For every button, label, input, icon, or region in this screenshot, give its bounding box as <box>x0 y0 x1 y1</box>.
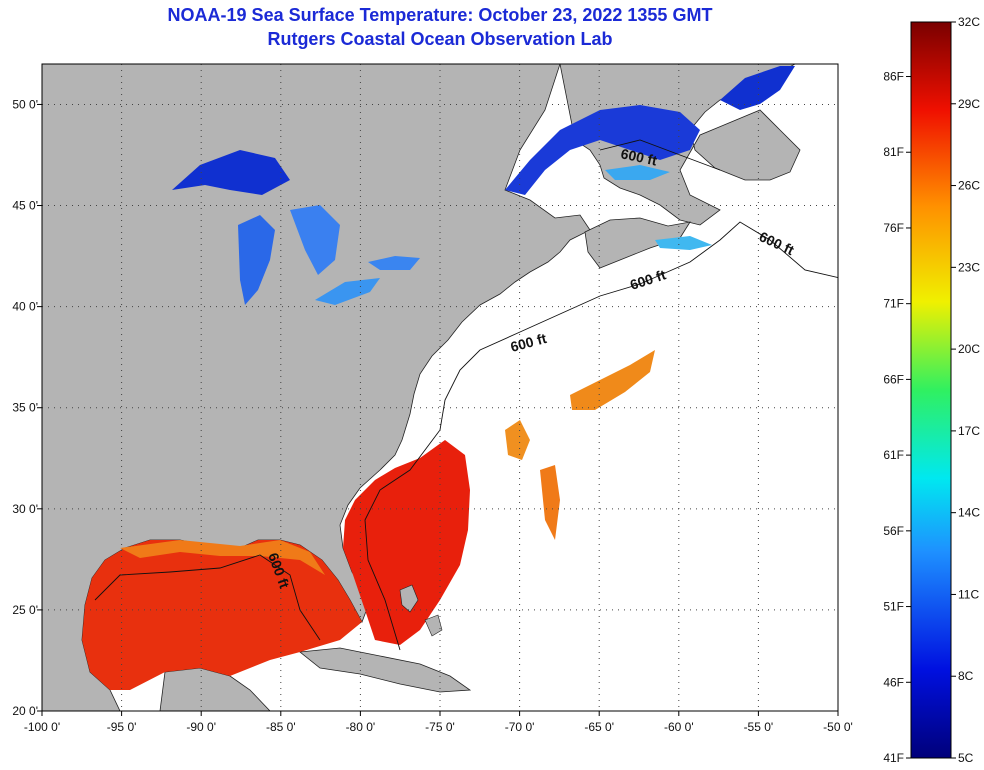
latitude-tick-label: 35 0' <box>12 401 38 415</box>
longitude-tick-label: -75 0' <box>425 720 455 734</box>
longitude-tick-label: -55 0' <box>744 720 774 734</box>
atlantic-orange-patch-3 <box>540 465 560 540</box>
grid-lines <box>42 64 838 711</box>
longitude-tick-label: -90 0' <box>186 720 216 734</box>
gulf-st-lawrence-cool-patch <box>605 165 670 180</box>
labrador-sst <box>720 66 795 110</box>
celsius-label: 20C <box>958 342 980 356</box>
latitude-tick-label: 20 0' <box>12 704 38 718</box>
fahrenheit-label: 81F <box>883 145 904 159</box>
longitude-tick-label: -50 0' <box>823 720 853 734</box>
longitude-tick-label: -95 0' <box>107 720 137 734</box>
fahrenheit-label: 76F <box>883 221 904 235</box>
gulf-stream-sst <box>343 440 470 645</box>
gulf-of-mexico-sst <box>82 540 362 690</box>
lake-erie-sst <box>315 278 380 305</box>
st-lawrence-sst <box>505 105 700 195</box>
longitude-axis: -100 0' -95 0' -90 0' -85 0' -80 0' -75 0' -70… <box>24 711 853 734</box>
contour-label: 600 ft <box>619 145 658 168</box>
celsius-label: 8C <box>958 669 974 683</box>
latitude-axis: 20 0' 25 0' 30 0' 35 0' 40 0' 45 0' 50 0' <box>12 97 42 718</box>
celsius-label: 32C <box>958 15 980 29</box>
contour-600ft-north <box>599 139 721 171</box>
contour-600ft-gulf <box>94 554 321 641</box>
latitude-tick-label: 30 0' <box>12 502 38 516</box>
fahrenheit-label: 61F <box>883 448 904 462</box>
celsius-label: 14C <box>958 506 980 520</box>
fahrenheit-label: 56F <box>883 524 904 538</box>
bahamas-land <box>399 584 443 637</box>
celsius-label: 17C <box>958 424 980 438</box>
lake-michigan-sst <box>238 215 275 305</box>
latitude-tick-label: 25 0' <box>12 603 38 617</box>
longitude-tick-label: -60 0' <box>664 720 694 734</box>
celsius-label: 5C <box>958 751 974 765</box>
latitude-tick-label: 40 0' <box>12 300 38 314</box>
longitude-tick-label: -100 0' <box>24 720 60 734</box>
lake-superior-sst <box>172 150 290 195</box>
fahrenheit-label: 46F <box>883 675 904 689</box>
color-scale-ticks: 32C 29C 26C 23C 20C 17C 14C 11C 8C 5C 86F 81F 76F 71F… <box>883 15 980 765</box>
longitude-tick-label: -65 0' <box>584 720 614 734</box>
celsius-label: 11C <box>958 587 979 601</box>
longitude-tick-label: -85 0' <box>266 720 296 734</box>
scotian-shelf-cool-patch <box>655 236 712 250</box>
map-subtitle: Rutgers Coastal Ocean Observation Lab <box>267 29 613 49</box>
fahrenheit-label: 51F <box>883 600 904 614</box>
contour-600ft <box>364 221 838 651</box>
lake-ontario-sst <box>368 256 420 270</box>
gulf-shelf-orange <box>120 540 325 575</box>
celsius-label: 23C <box>958 260 980 274</box>
celsius-label: 26C <box>958 179 980 193</box>
latitude-tick-label: 45 0' <box>12 199 38 213</box>
map-plot-area <box>42 64 838 711</box>
map-title: NOAA-19 Sea Surface Temperature: October… <box>167 5 713 25</box>
fahrenheit-label: 86F <box>883 70 904 84</box>
latitude-tick-label: 50 0' <box>12 97 38 111</box>
caribbean-land <box>298 647 472 693</box>
fahrenheit-label: 66F <box>883 372 904 386</box>
atlantic-orange-patch <box>570 350 655 410</box>
celsius-label: 29C <box>958 97 980 111</box>
longitude-tick-label: -70 0' <box>505 720 535 734</box>
fahrenheit-label: 71F <box>883 297 904 311</box>
lake-huron-sst <box>290 205 340 275</box>
longitude-tick-label: -80 0' <box>346 720 376 734</box>
fahrenheit-label: 41F <box>883 751 904 765</box>
atlantic-orange-patch-2 <box>505 420 530 460</box>
color-scale-bar <box>910 21 952 759</box>
